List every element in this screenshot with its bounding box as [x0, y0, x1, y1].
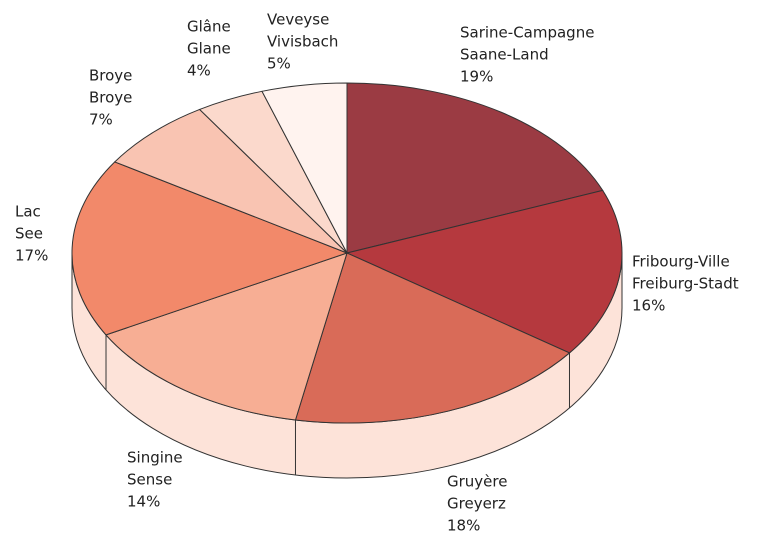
slice-label: Greyerz [447, 495, 506, 513]
pie-slice [113, 108, 348, 254]
slice-value-label: 5% [267, 55, 291, 73]
slice-value-label: 7% [89, 111, 113, 129]
slice-value-label: 19% [460, 68, 493, 86]
slice-label: Singine [127, 449, 183, 467]
slice-label: Sense [127, 471, 172, 489]
slice-label: Lac [15, 203, 41, 221]
slice-label: Veveyse [267, 11, 329, 29]
slice-value-label: 16% [632, 297, 665, 315]
pie-slice [261, 82, 348, 254]
slice-label: See [15, 225, 43, 243]
slice-label: Sarine-Campagne [460, 24, 594, 42]
pie-slice [294, 252, 571, 424]
slice-value-label: 14% [127, 493, 160, 511]
pie-slice [105, 252, 348, 421]
pie-slice [71, 161, 349, 336]
slice-label: Gruyère [447, 473, 507, 491]
slice-label: Freiburg-Stadt [632, 275, 739, 293]
slice-value-label: 18% [447, 517, 480, 533]
slice-label: Broye [89, 67, 132, 85]
slice-label: Glane [187, 40, 231, 58]
slice-label: Broye [89, 89, 132, 107]
slice-label: Vivisbach [267, 33, 338, 51]
slice-value-label: 17% [15, 247, 48, 265]
slice-label: Fribourg-Ville [632, 253, 730, 271]
slice-value-label: 4% [187, 62, 211, 80]
pie-slice [345, 189, 623, 354]
slice-label: Glâne [187, 18, 231, 36]
slice-label: Saane-Land [460, 46, 549, 64]
pie-slice [346, 82, 604, 254]
